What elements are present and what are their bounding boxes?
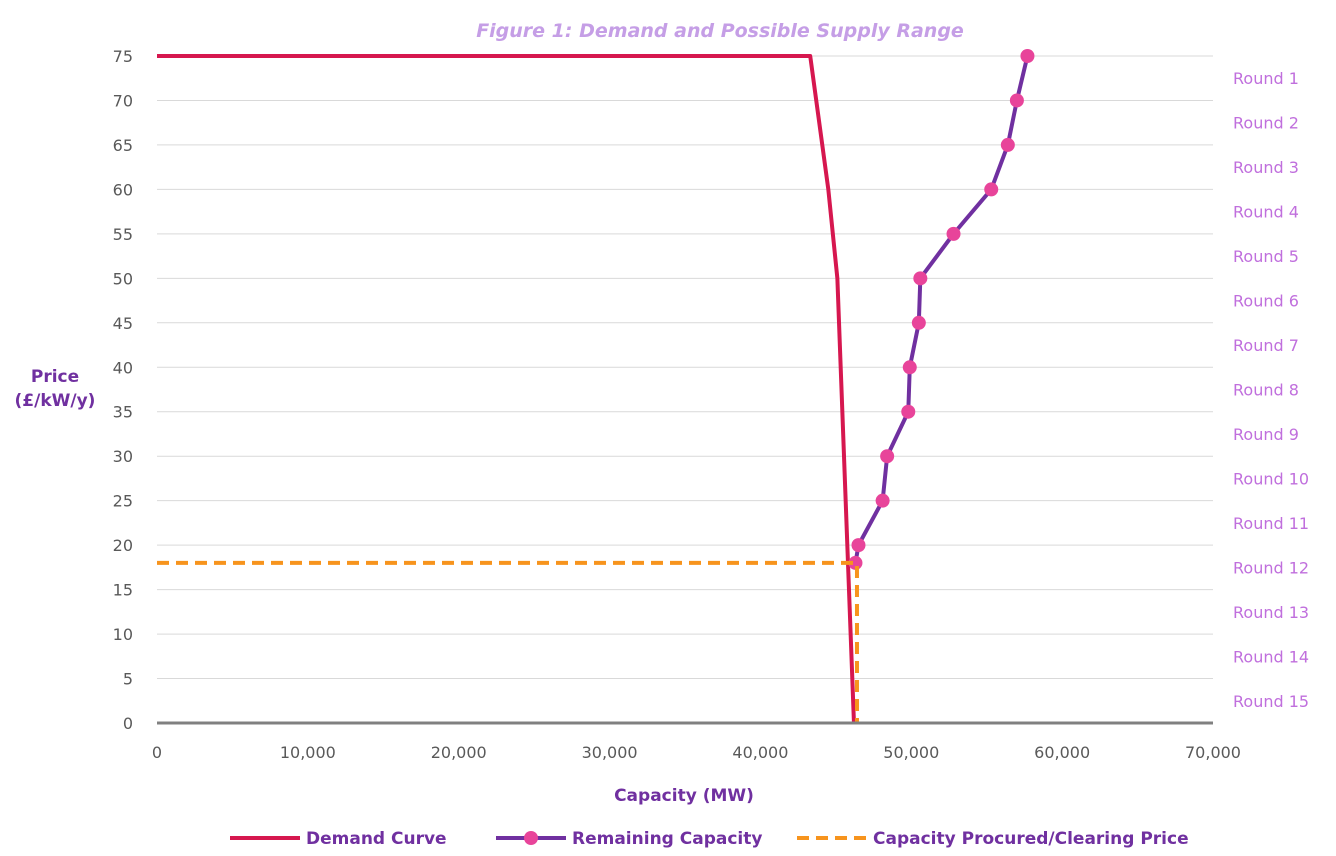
round-label: Round 14 [1233,647,1309,666]
y-tick-label: 30 [113,447,133,466]
x-tick-label: 10,000 [280,743,336,762]
y-tick-label: 40 [113,358,133,377]
y-tick-label: 75 [113,47,133,66]
y-tick-label: 20 [113,536,133,555]
legend-marker-remaining-capacity [524,831,538,845]
round-label: Round 9 [1233,425,1299,444]
remaining-capacity-point [880,449,895,464]
remaining-capacity-point [911,315,926,330]
round-labels: Round 1 Round 2 Round 3 Round 4 Round 5 Round… [1233,69,1309,711]
y-tick-label: 50 [113,269,133,288]
y-tick-label: 65 [113,136,133,155]
remaining-capacity-point [1009,93,1024,108]
remaining-capacity-point [913,271,928,286]
round-label: Round 10 [1233,469,1309,488]
round-label: Round 15 [1233,692,1309,711]
x-axis-title: Capacity (MW) [614,786,754,806]
round-label: Round 11 [1233,514,1309,533]
y-tick-label: 25 [113,492,133,511]
capacity-procured-clearing-price-line [157,560,859,723]
round-label: Round 7 [1233,336,1299,355]
y-tick-label: 15 [113,581,133,600]
remaining-capacity-point [902,360,917,375]
remaining-capacity-line [853,55,1030,564]
y-axis-title-line-1: Price [31,367,79,387]
round-label: Round 12 [1233,558,1309,577]
legend-label-remaining-capacity: Remaining Capacity [572,829,762,849]
series-layer [157,49,1035,724]
round-label: Round 5 [1233,247,1299,266]
legend: Demand Curve Remaining Capacity Capacity P… [230,829,1189,849]
legend-label-capacity-procured-clearing-price: Capacity Procured/Clearing Price [873,829,1189,849]
x-tick-label: 20,000 [431,743,487,762]
remaining-capacity-point [946,226,961,241]
round-label: Round 3 [1233,158,1299,177]
legend-label-demand-curve: Demand Curve [306,829,447,849]
round-label: Round 4 [1233,203,1299,222]
round-label: Round 2 [1233,114,1299,133]
x-tick-label: 60,000 [1034,743,1090,762]
x-tick-label: 30,000 [582,743,638,762]
remaining-capacity-point [1000,137,1015,152]
x-tick-label: 0 [152,743,162,762]
y-tick-label: 55 [113,225,133,244]
x-tick-label: 40,000 [732,743,788,762]
remaining-capacity-point [875,493,890,508]
y-tick-label: 35 [113,403,133,422]
remaining-capacity-point [984,182,999,197]
remaining-capacity-point [901,404,916,419]
gridlines [157,55,1213,680]
y-axis-title-line-2: (£/kW/y) [15,391,96,411]
y-tick-label: 0 [123,714,133,733]
y-tick-label: 10 [113,625,133,644]
axes: 0 5 10 15 20 25 30 35 40 45 50 55 60 65 70 75 0 10,000 20,… [113,47,1241,762]
y-tick-label: 60 [113,180,133,199]
round-label: Round 8 [1233,381,1299,400]
x-tick-label: 50,000 [883,743,939,762]
y-tick-label: 5 [123,670,133,689]
remaining-capacity-point [851,538,866,553]
x-tick-label: 70,000 [1185,743,1241,762]
round-label: Round 6 [1233,292,1299,311]
round-label: Round 13 [1233,603,1309,622]
chart-title: Figure 1: Demand and Possible Supply Ran… [476,20,964,42]
round-label: Round 1 [1233,69,1299,88]
y-tick-label: 70 [113,91,133,110]
demand-curve-line [157,54,856,724]
remaining-capacity-point [1020,49,1035,63]
y-tick-label: 45 [113,314,133,333]
